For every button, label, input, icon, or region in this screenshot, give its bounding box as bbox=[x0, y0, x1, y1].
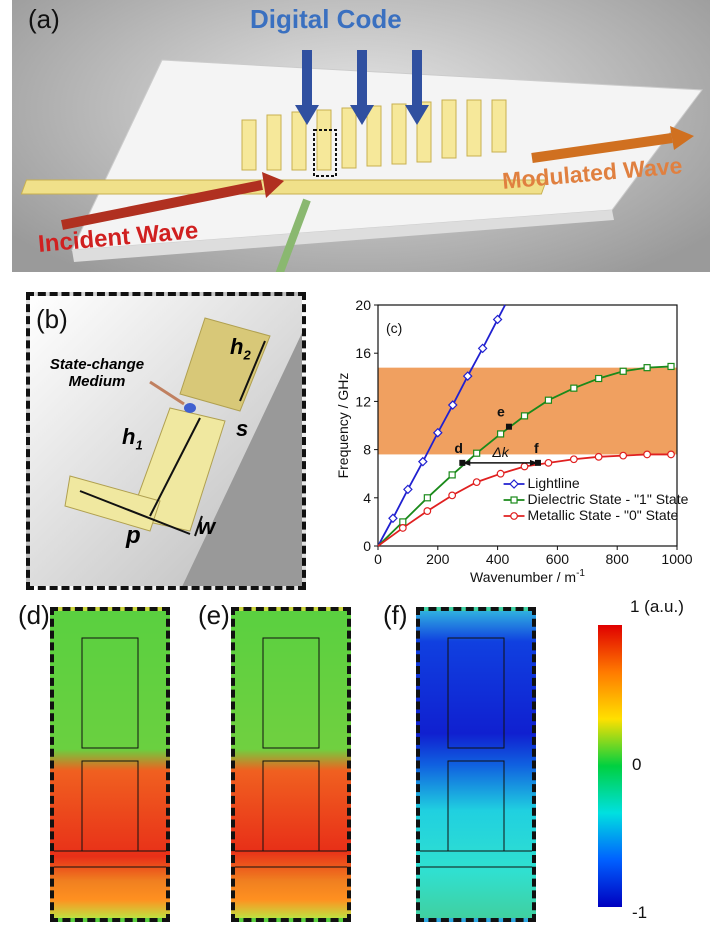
data-point bbox=[496, 469, 505, 478]
unit-cell-drawing bbox=[64, 317, 302, 586]
delta-k-label: Δk bbox=[491, 444, 509, 460]
data-point bbox=[398, 524, 407, 532]
x-tick-label: 0 bbox=[374, 551, 382, 567]
data-point bbox=[388, 513, 398, 524]
data-point bbox=[569, 455, 578, 464]
panel-label-e: (e) bbox=[198, 600, 230, 630]
point-label-f: f bbox=[534, 440, 539, 456]
data-point bbox=[594, 452, 603, 461]
y-tick-label: 20 bbox=[355, 297, 371, 313]
x-tick-label: 800 bbox=[606, 551, 630, 567]
point-label-d: d bbox=[454, 440, 463, 456]
plot-frame bbox=[377, 304, 678, 547]
data-point bbox=[473, 449, 481, 457]
panel-a-device-render: (a) Digital Code Incident Wave Modulated… bbox=[12, 0, 710, 272]
legend-label: Dielectric State - "1" State bbox=[528, 491, 689, 507]
unit-cells bbox=[241, 99, 507, 171]
state-change-medium-label: State-change Medium bbox=[49, 356, 145, 390]
data-point bbox=[399, 518, 407, 526]
data-point bbox=[423, 494, 431, 502]
h2-label: h2 bbox=[230, 334, 251, 363]
data-point bbox=[520, 462, 529, 471]
colorbar bbox=[598, 625, 622, 907]
digital-code-label: Digital Code bbox=[250, 4, 402, 34]
panel-label-a: (a) bbox=[28, 4, 60, 34]
selected-cell-marker bbox=[313, 129, 337, 177]
data-point bbox=[448, 471, 456, 479]
point-marker-f bbox=[534, 459, 541, 466]
panel-b-unit-cell: (b) State-change Medium h2 h1 s p w bbox=[26, 292, 306, 590]
s-label: s bbox=[236, 416, 249, 441]
modulated-arrow bbox=[531, 133, 673, 163]
panel-label-b: (b) bbox=[36, 304, 68, 334]
legend-marker bbox=[510, 512, 518, 520]
y-tick-label: 4 bbox=[363, 490, 371, 506]
data-point bbox=[619, 451, 628, 460]
data-point bbox=[595, 374, 603, 383]
panel-label-c: (c) bbox=[386, 320, 402, 336]
state-change-medium bbox=[184, 403, 196, 413]
y-tick-label: 16 bbox=[355, 345, 371, 361]
arrow-head-left bbox=[462, 459, 471, 466]
data-point bbox=[423, 507, 432, 515]
field-map-e bbox=[231, 607, 351, 922]
x-tick-label: 400 bbox=[486, 551, 510, 567]
w-label: w bbox=[198, 514, 216, 539]
h1-label: h1 bbox=[122, 424, 143, 453]
data-point bbox=[477, 343, 488, 354]
y-axis-label: Frequency / GHz bbox=[335, 373, 351, 479]
legend-label: Metallic State - "0" State bbox=[528, 507, 679, 523]
frequency-band bbox=[378, 367, 677, 455]
series-line-0 bbox=[377, 304, 506, 547]
data-point bbox=[667, 450, 675, 459]
data-point bbox=[492, 314, 503, 325]
panel-label-f: (f) bbox=[383, 600, 408, 630]
data-point bbox=[544, 396, 553, 404]
panel-c-dispersion-chart: 0 200 400 600 800 1000 0 4 8 12 16 20 Wavenumber / m… bbox=[335, 297, 693, 585]
data-point bbox=[403, 484, 413, 495]
data-point bbox=[643, 450, 652, 459]
zoom-arrow bbox=[275, 198, 311, 272]
incident-arrow bbox=[61, 180, 263, 230]
y-tick-label: 12 bbox=[355, 393, 371, 409]
metasurface-render bbox=[20, 50, 703, 272]
point-marker-e bbox=[505, 423, 512, 430]
panel-label-d: (d) bbox=[18, 600, 50, 630]
x-tick-label: 200 bbox=[426, 551, 450, 567]
arrow-head-right bbox=[529, 459, 538, 466]
data-point bbox=[520, 412, 529, 420]
y-tick-label: 0 bbox=[363, 538, 371, 554]
data-point bbox=[447, 400, 458, 410]
point-label-e: e bbox=[497, 404, 505, 420]
field-map-d bbox=[50, 607, 170, 922]
data-point bbox=[496, 430, 505, 438]
legend-marker bbox=[509, 479, 519, 489]
point-marker-d bbox=[459, 459, 466, 466]
digital-code-arrows bbox=[295, 50, 429, 125]
x-tick-label: 1000 bbox=[661, 551, 692, 567]
colorbar-max-label: 1 (a.u.) bbox=[630, 597, 684, 616]
x-axis-label: Wavenumber / m-1 bbox=[470, 568, 585, 585]
data-point bbox=[619, 367, 627, 375]
data-point bbox=[544, 458, 553, 467]
legend-marker bbox=[510, 496, 518, 504]
data-point bbox=[667, 362, 675, 371]
data-point bbox=[643, 364, 651, 372]
data-point bbox=[570, 384, 578, 392]
data-point bbox=[432, 427, 443, 438]
field-map-f bbox=[416, 607, 536, 922]
colorbar-min-label: -1 bbox=[632, 903, 648, 922]
data-point bbox=[472, 478, 481, 487]
y-tick-label: 8 bbox=[363, 442, 371, 458]
colorbar-mid-label: 0 bbox=[632, 755, 642, 774]
data-point bbox=[448, 491, 457, 500]
legend-label: Lightline bbox=[528, 475, 580, 491]
x-axis-label-sup: -1 bbox=[576, 568, 585, 579]
p-label: p bbox=[126, 522, 141, 549]
data-point bbox=[462, 371, 473, 381]
x-tick-label: 600 bbox=[546, 551, 570, 567]
data-point bbox=[418, 456, 428, 467]
